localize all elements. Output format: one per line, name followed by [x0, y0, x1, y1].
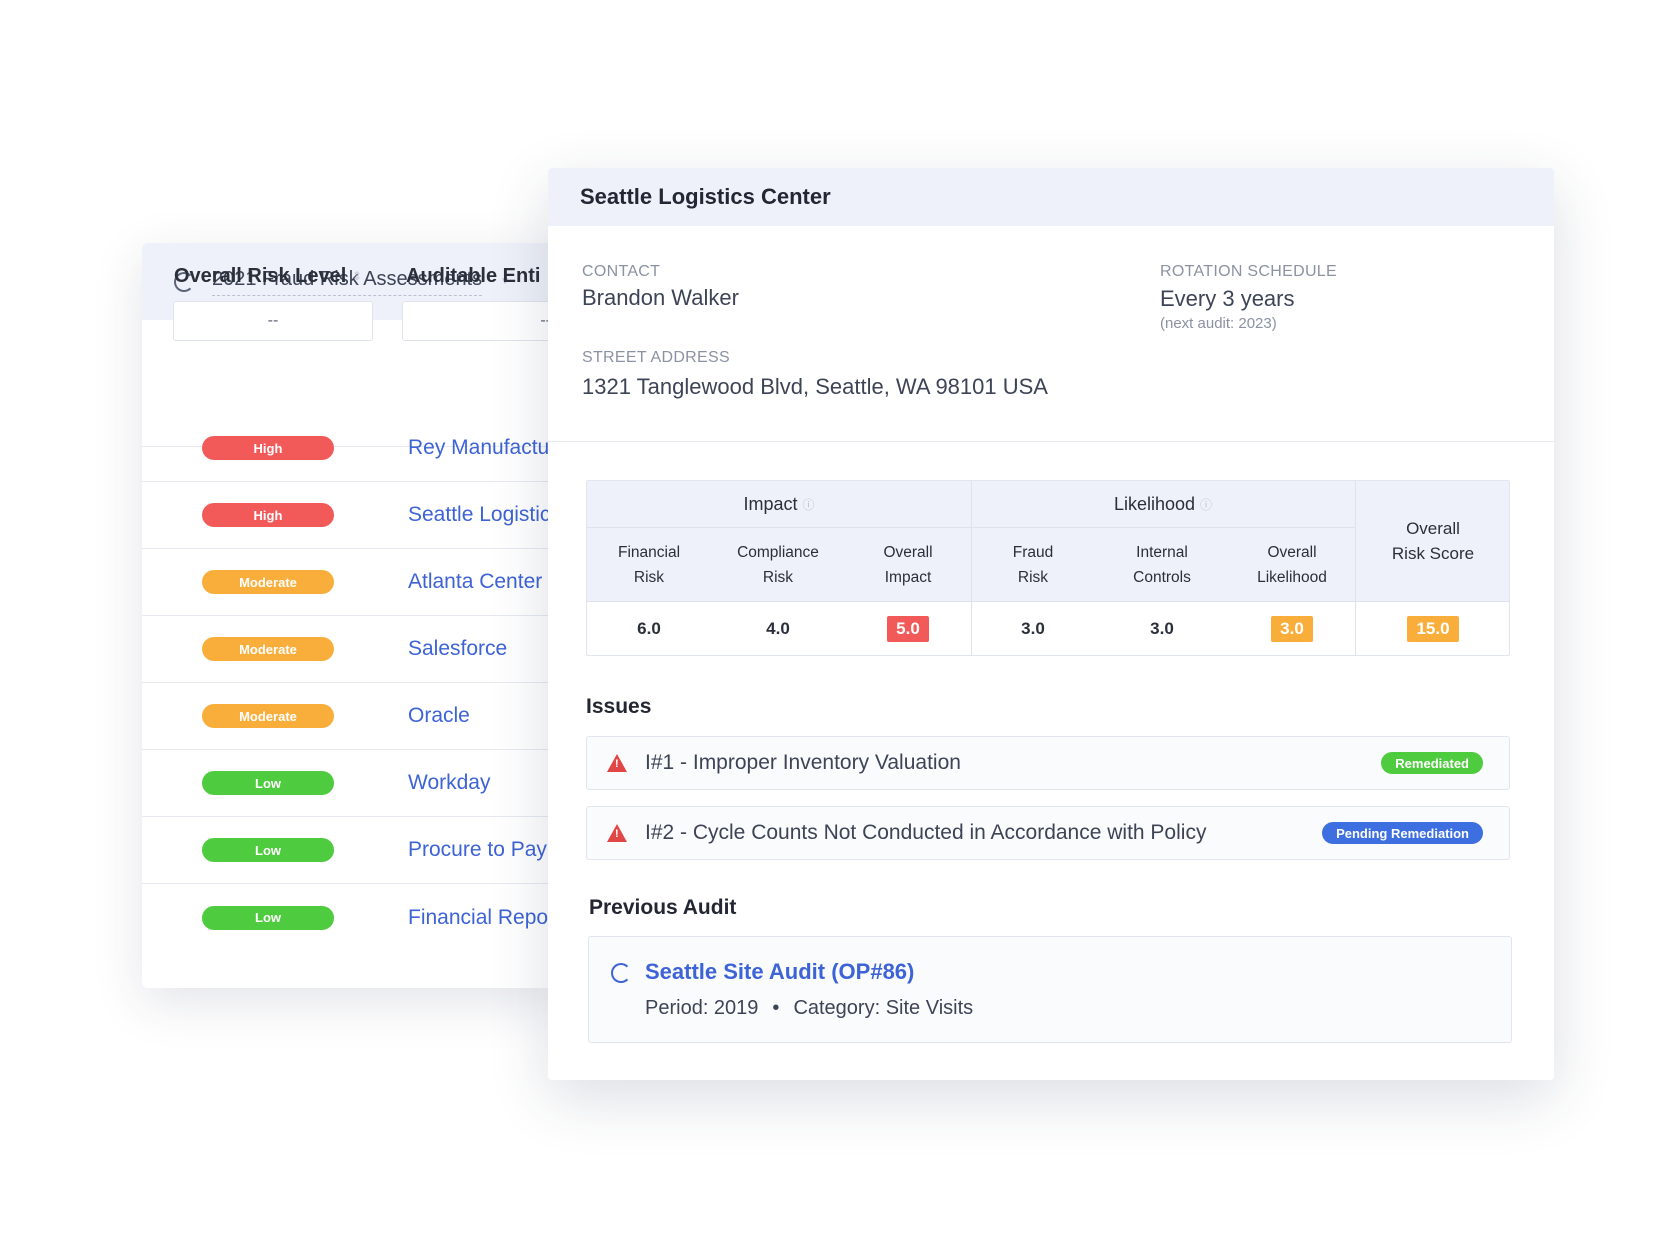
entity-link[interactable]: Atlanta Center — [408, 570, 543, 593]
rotation-schedule-value: Every 3 years — [1160, 286, 1295, 311]
issues-heading: Issues — [586, 695, 652, 718]
entity-link[interactable]: Workday — [408, 771, 491, 794]
col-header-overall-risk-score: Overall Risk Score — [1391, 519, 1475, 563]
entity-link[interactable]: Seattle Logistic — [408, 503, 551, 526]
overall-risk-score-chip: 15.0 — [1407, 616, 1459, 642]
entity-link[interactable]: Oracle — [408, 704, 470, 727]
fraud-risk-value: 3.0 — [1021, 619, 1045, 638]
entity-link[interactable]: Financial Repo — [408, 905, 549, 929]
column-header-overall-risk-level[interactable]: Overall Risk Level — [174, 265, 347, 287]
next-audit-note: (next audit: 2023) — [1160, 315, 1277, 332]
warning-icon — [607, 754, 627, 772]
risk-assessment-list-panel: 2021 Fraud Risk Assessments ▼ Overall Ri… — [142, 243, 562, 988]
issue-title[interactable]: I#2 - Cycle Counts Not Conducted in Acco… — [645, 821, 1207, 844]
audit-category: Category: Site Visits — [793, 997, 974, 1019]
financial-risk-value: 6.0 — [637, 619, 661, 638]
col-header-compliance-risk: Compliance Risk — [737, 543, 819, 586]
overall-impact-value: 5.0 — [845, 601, 971, 655]
col-header-overall-likelihood: Overall Likelihood — [1257, 543, 1327, 586]
col-header-internal-controls: Internal Controls — [1133, 543, 1191, 586]
risk-level-filter-input[interactable]: -- — [173, 301, 373, 341]
risk-score-table: Impact ⓘ Likelihood ⓘ Financial Risk Comp… — [586, 480, 1510, 656]
compliance-risk-value: 4.0 — [766, 619, 790, 638]
risk-level-badge: High — [202, 503, 334, 527]
table-row[interactable]: Low Workday — [142, 750, 562, 817]
entity-link[interactable]: Salesforce — [408, 637, 508, 660]
info-icon[interactable]: ⓘ — [1200, 497, 1213, 512]
audit-period: Period: 2019 — [645, 997, 759, 1019]
internal-controls-value: 3.0 — [1150, 619, 1174, 638]
audit-status-icon — [611, 963, 631, 983]
contact-label: CONTACT — [582, 263, 661, 280]
detail-title: Seattle Logistics Center — [548, 168, 1554, 226]
risk-list: High Rey Manufactu High Seattle Logistic… — [142, 415, 562, 951]
col-header-fraud-risk: Fraud Risk — [1012, 543, 1054, 586]
column-header-auditable-entity[interactable]: Auditable Enti — [406, 265, 541, 287]
previous-audit-link[interactable]: Seattle Site Audit (OP#86) — [645, 959, 915, 984]
table-row[interactable]: High Rey Manufactu — [142, 415, 562, 482]
overall-likelihood-value: 3.0 — [1229, 601, 1355, 655]
entity-filter-input[interactable]: -- — [402, 301, 562, 341]
impact-group-header: Impact ⓘ — [587, 481, 971, 528]
issue-status-badge: Pending Remediation — [1322, 822, 1483, 844]
rotation-schedule-label: ROTATION SCHEDULE — [1160, 263, 1337, 280]
overall-likelihood-chip: 3.0 — [1271, 616, 1313, 642]
issue-title[interactable]: I#1 - Improper Inventory Valuation — [645, 751, 961, 774]
table-row[interactable]: Moderate Salesforce — [142, 616, 562, 683]
overall-impact-chip: 5.0 — [887, 616, 929, 642]
risk-level-badge: High — [202, 436, 334, 460]
table-row[interactable]: Low Financial Repo — [142, 884, 562, 951]
info-icon[interactable]: ⓘ — [802, 497, 815, 512]
street-address-label: STREET ADDRESS — [582, 349, 730, 366]
issue-item[interactable]: I#1 - Improper Inventory Valuation Remed… — [586, 736, 1510, 790]
entity-info-section: CONTACT Brandon Walker ROTATION SCHEDULE… — [548, 226, 1554, 442]
likelihood-label: Likelihood — [1113, 493, 1196, 514]
previous-audit-meta: Period: 2019 • Category: Site Visits — [645, 997, 973, 1020]
previous-audit-heading: Previous Audit — [589, 896, 737, 919]
table-row[interactable]: Low Procure to Pay — [142, 817, 562, 884]
divider — [587, 601, 1509, 602]
col-header-overall-impact: Overall Impact — [883, 543, 933, 586]
risk-level-badge: Moderate — [202, 570, 334, 594]
table-row[interactable]: Moderate Oracle — [142, 683, 562, 750]
sort-icon[interactable]: ⇕ — [352, 269, 363, 283]
street-address-value: 1321 Tanglewood Blvd, Seattle, WA 98101 … — [582, 374, 1048, 399]
divider — [971, 481, 972, 655]
warning-icon — [607, 824, 627, 842]
divider — [1355, 481, 1356, 655]
risk-level-badge: Moderate — [202, 704, 334, 728]
risk-level-badge: Low — [202, 905, 334, 930]
col-header-financial-risk: Financial Risk — [617, 543, 681, 586]
entity-link[interactable]: Rey Manufactu — [408, 436, 550, 459]
table-row[interactable]: Moderate Atlanta Center — [142, 549, 562, 616]
assessment-selector[interactable]: 2021 Fraud Risk Assessments — [212, 268, 483, 296]
table-row[interactable]: High Seattle Logistic — [142, 482, 562, 549]
overall-risk-score-value: 15.0 — [1355, 601, 1509, 655]
loading-spinner-icon — [174, 271, 194, 292]
chevron-down-icon[interactable]: ▼ — [500, 276, 511, 287]
issue-status-badge: Remediated — [1381, 752, 1483, 774]
separator: • — [772, 997, 780, 1019]
contact-value: Brandon Walker — [582, 285, 739, 310]
risk-level-badge: Moderate — [202, 637, 334, 661]
entity-link[interactable]: Procure to Pay — [408, 838, 547, 861]
impact-label: Impact — [743, 493, 798, 514]
issue-item[interactable]: I#2 - Cycle Counts Not Conducted in Acco… — [586, 806, 1510, 860]
risk-level-badge: Low — [202, 771, 334, 795]
risk-level-badge: Low — [202, 838, 334, 862]
entity-detail-panel: Seattle Logistics Center CONTACT Brandon… — [548, 168, 1554, 1080]
likelihood-group-header: Likelihood ⓘ — [971, 481, 1355, 528]
previous-audit-card[interactable]: Seattle Site Audit (OP#86) Period: 2019 •… — [588, 936, 1512, 1043]
column-headers: Overall Risk Level ⇕ Auditable Enti -- -… — [142, 243, 562, 447]
